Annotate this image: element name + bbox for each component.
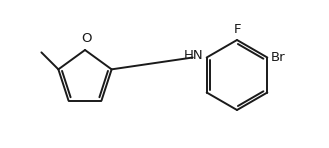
Text: O: O bbox=[81, 32, 91, 45]
Text: Br: Br bbox=[270, 51, 285, 64]
Text: HN: HN bbox=[184, 49, 204, 62]
Text: F: F bbox=[233, 23, 241, 36]
